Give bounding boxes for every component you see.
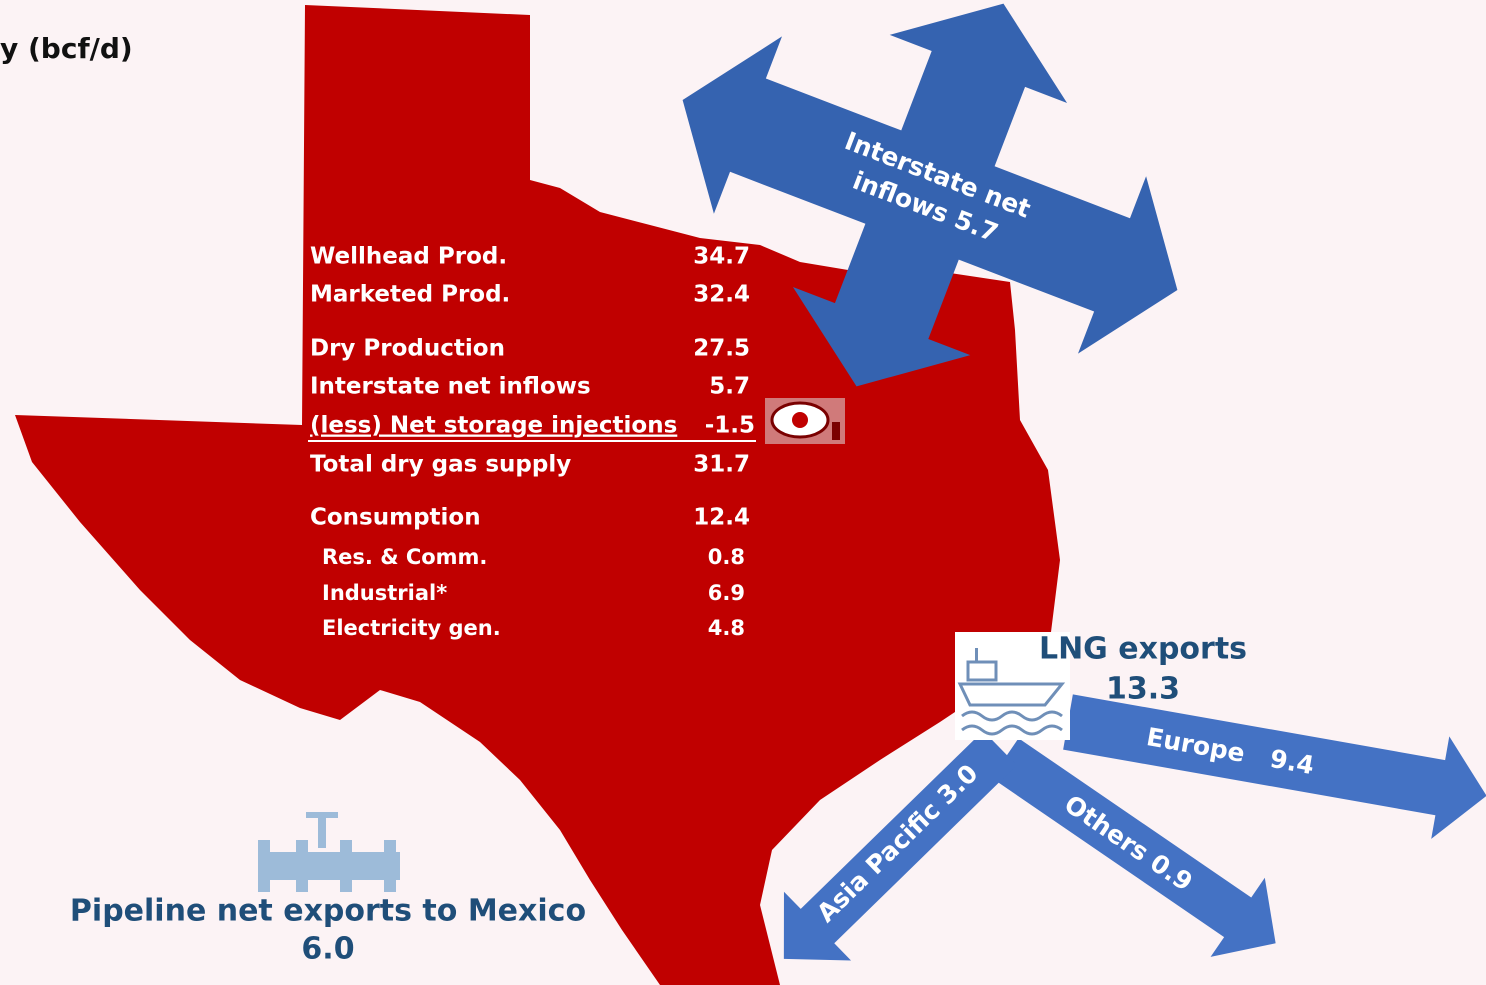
row-label: Consumption (310, 505, 481, 531)
others-label: Others 0.9 (1059, 789, 1198, 897)
row-value: 4.8 (708, 616, 745, 640)
row-label: Marketed Prod. (310, 282, 510, 308)
interstate-arrow: Interstate net inflows 5.7 (682, 3, 1178, 387)
row-value: 27.5 (693, 336, 750, 362)
row-label: Wellhead Prod. (310, 244, 507, 270)
europe-arrow: Europe 9.4 (1063, 694, 1486, 839)
pipeline-icon (258, 812, 400, 892)
row-label: Interstate net inflows (310, 374, 591, 400)
row-value: 34.7 (693, 244, 750, 270)
pipeline-value: 6.0 (301, 932, 354, 967)
row-value: 12.4 (693, 505, 750, 531)
row-value: 31.7 (693, 452, 750, 478)
ship-icon (955, 632, 1070, 740)
supply-table: Wellhead Prod. 34.7 Marketed Prod. 32.4 … (308, 244, 756, 640)
storage-icon (765, 398, 845, 444)
title: y (bcf/d) (0, 32, 133, 65)
row-value: 32.4 (693, 282, 750, 308)
row-value: 0.8 (708, 545, 745, 569)
row-value: 6.9 (708, 581, 745, 605)
pipeline-label: Pipeline net exports to Mexico (70, 894, 586, 929)
lng-value: 13.3 (1106, 672, 1180, 707)
row-value: -1.5 (705, 413, 755, 439)
row-label: Total dry gas supply (310, 452, 571, 478)
row-value: 5.7 (709, 374, 750, 400)
row-label: Res. & Comm. (322, 545, 487, 569)
row-label: Dry Production (310, 336, 505, 362)
row-label: Electricity gen. (322, 616, 501, 640)
row-label: Industrial* (322, 581, 447, 605)
texas-map (15, 5, 1060, 985)
lng-label: LNG exports (1039, 632, 1247, 667)
row-label: (less) Net storage injections (310, 413, 677, 439)
